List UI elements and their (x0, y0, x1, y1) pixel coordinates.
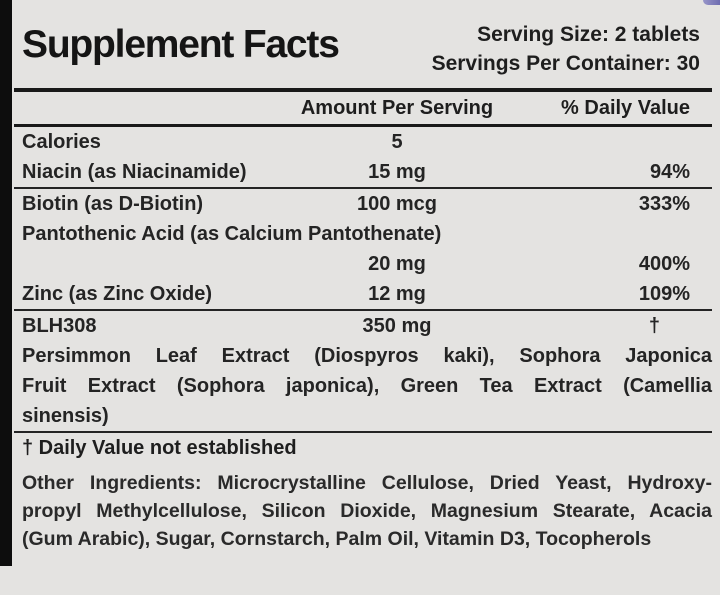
separator-footnote (14, 431, 712, 433)
other-ingredients-line: (Gum Arabic), Sugar, Cornstarch, Palm Oi… (22, 528, 652, 550)
botanical-blend-paragraph: Persimmon Leaf Extract (Diospyros kaki),… (14, 341, 712, 431)
label-content: Supplement Facts Serving Size: 2 tablets… (14, 0, 712, 553)
nutrient-amount: 350 mg (362, 314, 432, 337)
daily-value-footnote: † Daily Value not established (22, 437, 297, 459)
table-row-pantothenic-acid: Pantothenic Acid (as Calcium Pantothenat… (14, 219, 712, 249)
label-title: Supplement Facts (22, 23, 340, 66)
servings-per-container: Servings Per Container: 30 (431, 52, 700, 75)
table-row-calories: Calories 5 (14, 127, 712, 157)
nutrient-daily-value: 400% (638, 252, 690, 275)
separator-title (14, 88, 712, 92)
separator-zinc (14, 309, 712, 311)
table-row-biotin: Biotin (as D-Biotin) 100 mcg 333% (14, 189, 712, 219)
nutrient-daily-value: 333% (638, 192, 690, 215)
other-ingredients-paragraph: Other Ingredients: Microcrystalline Cell… (14, 469, 712, 553)
separator-header (14, 124, 712, 127)
nutrient-daily-value: † (648, 314, 660, 337)
left-edge-bar (0, 0, 12, 566)
column-header-daily-value: % Daily Value (561, 97, 690, 119)
column-header-amount: Amount Per Serving (300, 97, 494, 119)
serving-info: Serving Size: 2 tablets Servings Per Con… (432, 16, 712, 78)
corner-artifact (703, 0, 720, 5)
nutrient-amount: 15 mg (368, 160, 426, 183)
nutrient-name: Pantothenic Acid (as Calcium Pantothenat… (22, 222, 442, 245)
botanical-blend-line: sinensis) (22, 405, 109, 427)
botanical-blend-line: Persimmon Leaf Extract (Diospyros kaki),… (22, 345, 712, 367)
nutrient-name: Zinc (as Zinc Oxide) (22, 282, 213, 305)
other-ingredients-line: Other Ingredients: Microcrystalline Cell… (22, 472, 712, 494)
table-row-blh308: BLH308 350 mg † (14, 311, 712, 341)
other-ingredients-line: propyl Methylcellulose, Silicon Dioxide,… (22, 500, 712, 522)
nutrient-daily-value: 94% (649, 160, 690, 183)
nutrient-name: Calories (22, 130, 101, 153)
label-header: Supplement Facts Serving Size: 2 tablets… (14, 0, 712, 88)
nutrient-name: BLH308 (22, 314, 97, 337)
nutrient-amount: 12 mg (368, 282, 426, 305)
nutrient-amount: 20 mg (368, 252, 426, 275)
nutrient-daily-value: 109% (638, 282, 690, 305)
nutrient-amount: 5 (391, 130, 403, 153)
table-row-pantothenic-acid-values: 20 mg 400% (14, 249, 712, 279)
table-column-headers: Amount Per Serving % Daily Value (14, 92, 712, 124)
table-row-niacin: Niacin (as Niacinamide) 15 mg 94% (14, 157, 712, 187)
nutrient-amount: 100 mcg (356, 192, 438, 215)
serving-size: Serving Size: 2 tablets (477, 23, 700, 46)
nutrient-name: Biotin (as D-Biotin) (22, 192, 204, 215)
separator-niacin (14, 187, 712, 189)
botanical-blend-line: Fruit Extract (Sophora japonica), Green … (22, 375, 712, 397)
table-row-zinc: Zinc (as Zinc Oxide) 12 mg 109% (14, 279, 712, 309)
nutrient-name: Niacin (as Niacinamide) (22, 160, 247, 183)
